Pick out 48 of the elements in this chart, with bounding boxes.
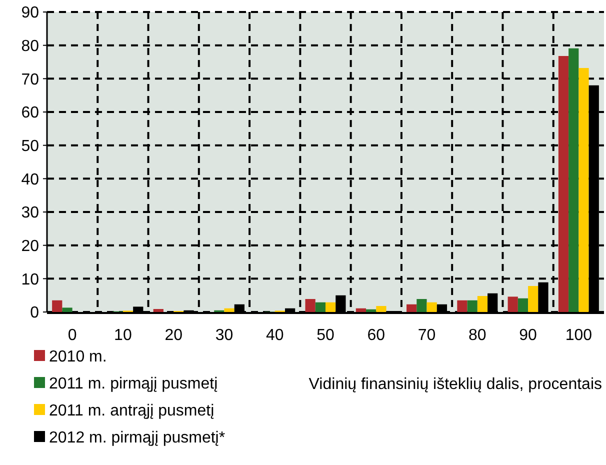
y-tick-label: 60 bbox=[21, 104, 40, 122]
bar bbox=[326, 302, 336, 312]
bar bbox=[558, 56, 569, 312]
x-tick-label: 80 bbox=[468, 327, 486, 344]
bar bbox=[528, 286, 538, 312]
x-tick-label: 20 bbox=[164, 327, 183, 344]
bar bbox=[457, 300, 468, 312]
bar bbox=[508, 296, 518, 312]
bar bbox=[52, 300, 62, 312]
legend-label: 2010 m. bbox=[49, 348, 107, 366]
x-tick-label: 0 bbox=[68, 327, 77, 344]
bar bbox=[376, 306, 386, 312]
y-tick-label: 30 bbox=[21, 204, 40, 222]
y-tick-label: 80 bbox=[21, 38, 40, 55]
bar bbox=[467, 300, 478, 312]
bar bbox=[406, 304, 417, 312]
bar bbox=[426, 302, 437, 312]
bar bbox=[578, 68, 589, 312]
x-axis-title: Vidinių finansinių išteklių dalis, procentais bbox=[308, 376, 602, 393]
bar bbox=[477, 296, 488, 312]
x-tick-label: 60 bbox=[367, 327, 386, 344]
bar bbox=[356, 308, 366, 312]
bar bbox=[305, 299, 316, 312]
y-tick-label: 20 bbox=[21, 238, 40, 255]
y-tick-label: 0 bbox=[30, 304, 40, 322]
x-tick-label: 100 bbox=[565, 327, 592, 344]
legend-label: 2012 m. pirmąjį pusmetį* bbox=[49, 430, 226, 447]
bar bbox=[153, 309, 164, 312]
x-tick-label: 50 bbox=[316, 327, 334, 344]
bar bbox=[62, 308, 72, 312]
y-tick-label: 70 bbox=[21, 71, 40, 88]
bar bbox=[518, 298, 528, 312]
bar bbox=[366, 309, 376, 312]
y-tick-label: 90 bbox=[21, 4, 40, 22]
y-tick-label: 40 bbox=[21, 171, 40, 188]
x-tick-label: 70 bbox=[418, 327, 436, 344]
legend-label: 2011 m. pirmąjį pusmetį bbox=[49, 376, 218, 393]
bar bbox=[416, 299, 427, 312]
x-tick-label: 90 bbox=[519, 327, 538, 344]
bar bbox=[315, 302, 326, 312]
y-tick-label: 10 bbox=[21, 271, 40, 288]
legend-label: 2011 m. antrąjį pusmetį bbox=[49, 402, 214, 420]
y-tick-label: 50 bbox=[21, 138, 40, 155]
x-tick-label: 40 bbox=[266, 327, 284, 344]
x-tick-label: 30 bbox=[215, 327, 234, 344]
x-tick-label: 10 bbox=[114, 327, 132, 344]
bar bbox=[224, 308, 234, 312]
bar bbox=[568, 48, 579, 312]
